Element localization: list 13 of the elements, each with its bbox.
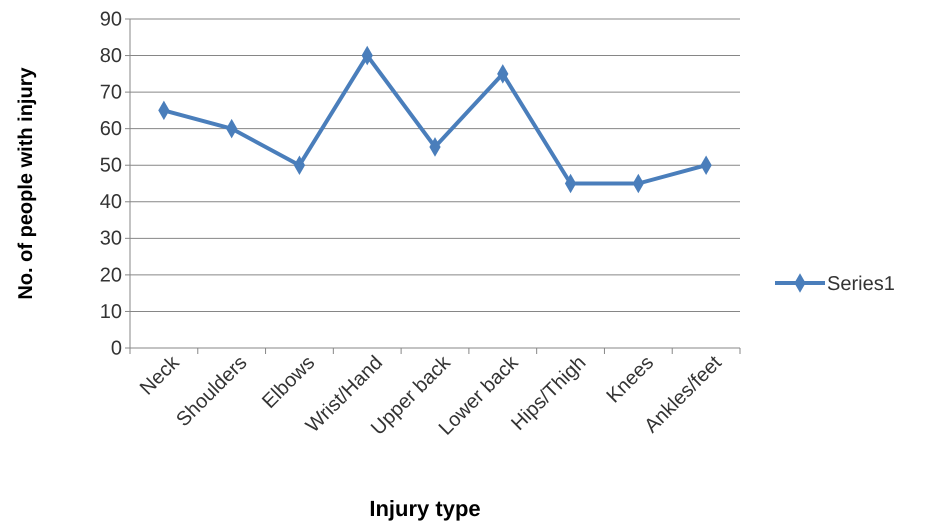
y-tick-label: 60 bbox=[100, 118, 122, 140]
x-axis-title: Injury type bbox=[369, 496, 481, 521]
legend-label: Series1 bbox=[827, 273, 895, 295]
y-tick-label: 40 bbox=[100, 191, 122, 214]
y-axis-title: No. of people with injury bbox=[15, 66, 37, 300]
y-tick-label: 80 bbox=[100, 44, 122, 67]
y-tick-label: 10 bbox=[100, 300, 122, 323]
y-tick-label: 0 bbox=[110, 337, 122, 360]
y-tick-label: 30 bbox=[100, 228, 122, 250]
y-tick-label: 20 bbox=[100, 264, 122, 286]
y-tick-label: 90 bbox=[100, 8, 122, 30]
y-tick-label: 50 bbox=[100, 154, 122, 177]
y-tick-label: 70 bbox=[100, 82, 122, 104]
